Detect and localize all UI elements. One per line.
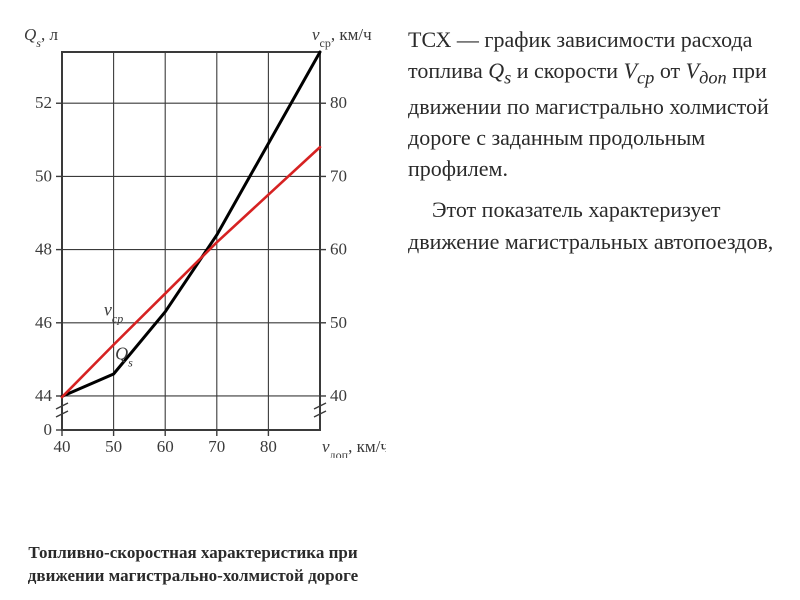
svg-text:50: 50 [105,437,122,456]
svg-text:50: 50 [35,166,52,185]
sym-vcp-cp: ср [637,68,654,88]
svg-text:44: 44 [35,386,53,405]
svg-text:70: 70 [208,437,225,456]
sym-vcp-v: V [624,58,637,83]
p1-mid1: и скорости [511,58,623,83]
svg-text:46: 46 [35,313,52,332]
svg-text:70: 70 [330,166,347,185]
svg-text:48: 48 [35,240,52,259]
explanation-text: ТСХ — график зависимости расхода топлива… [396,0,800,600]
svg-text:50: 50 [330,313,347,332]
sym-qs-q: Q [488,58,504,83]
svg-text:Qs, л: Qs, л [24,25,58,50]
svg-text:60: 60 [157,437,174,456]
svg-text:80: 80 [330,93,347,112]
svg-text:40: 40 [330,386,347,405]
p2: Этот показатель характеризует движение м… [408,194,782,256]
svg-text:60: 60 [330,240,347,259]
sym-vdop-dop: доп [699,68,727,88]
svg-text:40: 40 [54,437,71,456]
fuel-speed-chart: 40 50 60 70 80 vдоп, км/ч 0 44 46 48 50 52 Qs, л 40 50… [6,18,386,458]
svg-text:vдоп, км/ч: vдоп, км/ч [322,437,386,458]
svg-text:52: 52 [35,93,52,112]
svg-text:0: 0 [44,420,53,439]
chart-caption: Топливно-скоростная характеристика при д… [0,542,386,588]
svg-text:80: 80 [260,437,277,456]
svg-text:vср, км/ч: vср, км/ч [312,25,372,50]
sym-vdop-v: V [686,58,699,83]
p1-mid2: от [654,58,685,83]
